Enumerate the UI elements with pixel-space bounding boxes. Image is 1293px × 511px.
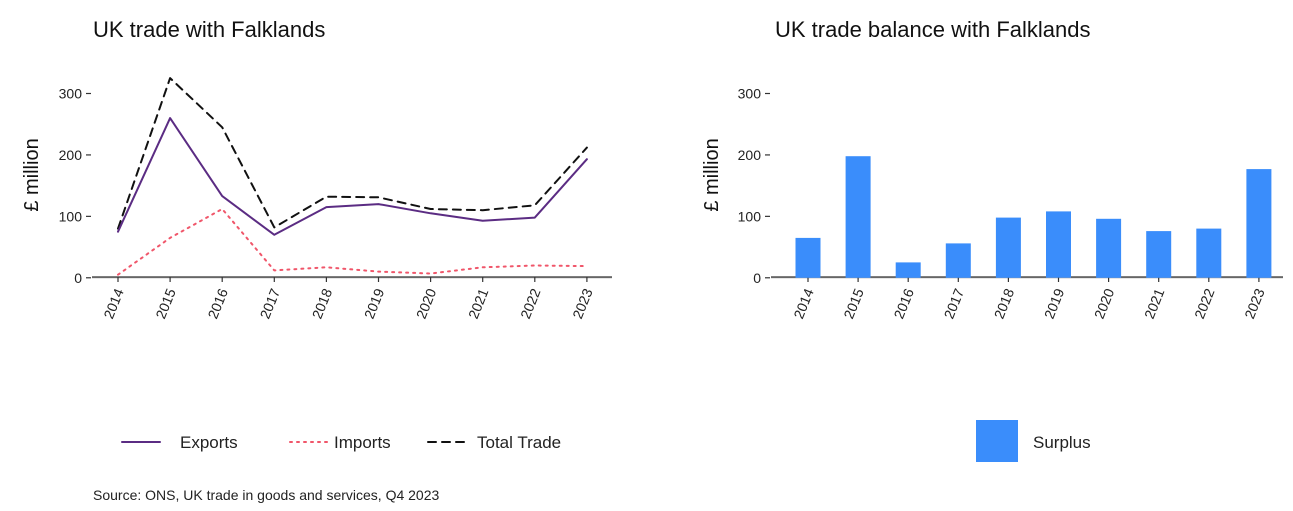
bar-surplus-2015 xyxy=(845,156,871,278)
line-chart-x-tick-label: 2023 xyxy=(569,286,596,321)
line-chart-title: UK trade with Falklands xyxy=(93,17,325,42)
line-chart-x-tick-label: 2021 xyxy=(465,286,492,321)
source-note: Source: ONS, UK trade in goods and servi… xyxy=(93,487,440,503)
bar-surplus-2016 xyxy=(895,262,921,278)
bar-chart-y-axis-title: £ million xyxy=(701,138,723,211)
legend-label-total-trade: Total Trade xyxy=(477,433,561,452)
line-chart-y-tick-label: 200 xyxy=(59,147,83,163)
legend-label-surplus: Surplus xyxy=(1033,433,1091,452)
line-chart-x-tick-label: 2017 xyxy=(257,286,284,321)
bar-surplus-2014 xyxy=(795,237,821,278)
line-chart-x-tick-label: 2020 xyxy=(413,286,440,321)
line-chart-y-axis-title: £ million xyxy=(21,138,43,211)
line-chart-plot-area: 0 100 200 300 2014 2015 2016 2017 2018 2019 2020 20… xyxy=(59,77,612,321)
line-chart-legend: Exports Imports Total Trade xyxy=(121,433,561,452)
bar-surplus-2023 xyxy=(1246,169,1272,278)
bar-chart-y-tick-label: 200 xyxy=(738,147,762,163)
legend-key-surplus xyxy=(976,420,1018,462)
bar-chart-x-tick-label: 2014 xyxy=(790,286,817,321)
bar-chart-y-tick-label: 100 xyxy=(738,208,762,224)
bar-chart-title: UK trade balance with Falklands xyxy=(775,17,1091,42)
bar-chart-x-tick-label: 2017 xyxy=(941,286,968,321)
bar-chart-y-tick-label: 0 xyxy=(753,270,761,286)
bar-surplus-2018 xyxy=(995,217,1021,278)
legend-label-imports: Imports xyxy=(334,433,391,452)
series-line-total-trade xyxy=(117,77,588,230)
bar-surplus-2017 xyxy=(945,243,971,278)
bar-chart-x-tick-label: 2019 xyxy=(1041,286,1068,321)
bar-chart-x-tick-label: 2020 xyxy=(1091,286,1118,321)
series-line-exports xyxy=(117,117,588,236)
line-chart-x-tick-label: 2022 xyxy=(517,286,544,321)
bar-surplus-2021 xyxy=(1146,231,1172,278)
bar-chart-x-tick-label: 2022 xyxy=(1191,286,1218,321)
bar-surplus-2022 xyxy=(1196,228,1222,278)
legend-label-exports: Exports xyxy=(180,433,238,452)
bar-chart-x-tick-label: 2023 xyxy=(1241,286,1268,321)
bar-chart-plot-area: 0 100 200 300 2014 2015 2016 2017 2018 2019 2020 20… xyxy=(738,86,1283,321)
line-chart-x-tick-label: 2016 xyxy=(204,286,231,321)
bar-chart-y-tick-label: 300 xyxy=(738,86,762,102)
line-chart-x-tick-label: 2018 xyxy=(309,286,336,321)
line-chart-x-tick-label: 2014 xyxy=(100,286,127,321)
trade-line-chart: UK trade with Falklands £ million 0 100 20… xyxy=(21,17,612,452)
line-chart-y-tick-label: 0 xyxy=(74,270,82,286)
bar-chart-x-tick-label: 2015 xyxy=(840,286,867,321)
line-chart-x-tick-label: 2015 xyxy=(152,286,179,321)
series-line-imports xyxy=(117,208,588,276)
line-chart-y-tick-label: 300 xyxy=(59,86,83,102)
bar-chart-x-tick-label: 2018 xyxy=(991,286,1018,321)
bar-chart-x-tick-label: 2021 xyxy=(1141,286,1168,321)
trade-balance-bar-chart: UK trade balance with Falklands £ millio… xyxy=(701,17,1283,462)
bar-surplus-2020 xyxy=(1096,218,1122,278)
bar-surplus-2019 xyxy=(1046,211,1071,278)
bar-chart-legend: Surplus xyxy=(976,420,1091,462)
bar-chart-x-tick-label: 2016 xyxy=(890,286,917,321)
line-chart-y-tick-label: 100 xyxy=(59,208,83,224)
line-chart-x-tick-label: 2019 xyxy=(361,286,388,321)
